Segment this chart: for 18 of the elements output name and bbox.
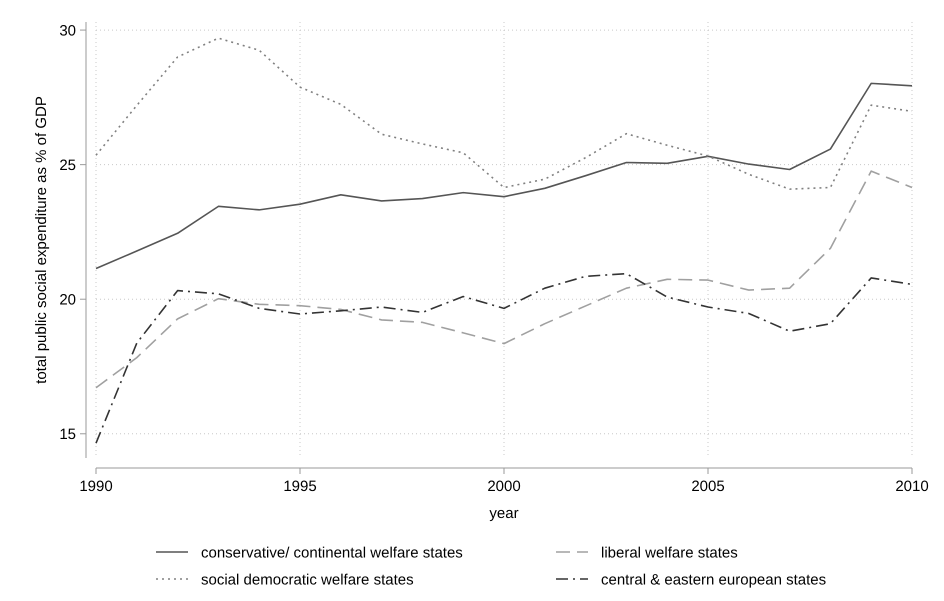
y-tick-label: 25 bbox=[59, 156, 76, 174]
legend-label: social democratic welfare states bbox=[201, 571, 414, 588]
x-tick-label: 2010 bbox=[895, 478, 929, 495]
x-tick-label: 1995 bbox=[283, 478, 317, 495]
y-tick-label: 20 bbox=[59, 291, 76, 308]
line-series bbox=[95, 82, 913, 270]
y-tick-label: 15 bbox=[59, 426, 76, 444]
x-tick-label: 2005 bbox=[691, 478, 725, 495]
legend-label: conservative/ continental welfare states bbox=[201, 544, 463, 562]
y-axis-title: total public social expenditure as % of GDP bbox=[33, 96, 50, 384]
line-series bbox=[95, 170, 913, 389]
x-axis-title: year bbox=[489, 505, 519, 522]
x-tick-label: 1990 bbox=[79, 478, 113, 495]
legend-label: central & eastern european states bbox=[601, 571, 826, 588]
y-tick-label: 30 bbox=[59, 22, 76, 40]
legend-label: liberal welfare states bbox=[601, 544, 738, 562]
line-series bbox=[95, 272, 913, 444]
x-tick-label: 2000 bbox=[487, 478, 521, 495]
